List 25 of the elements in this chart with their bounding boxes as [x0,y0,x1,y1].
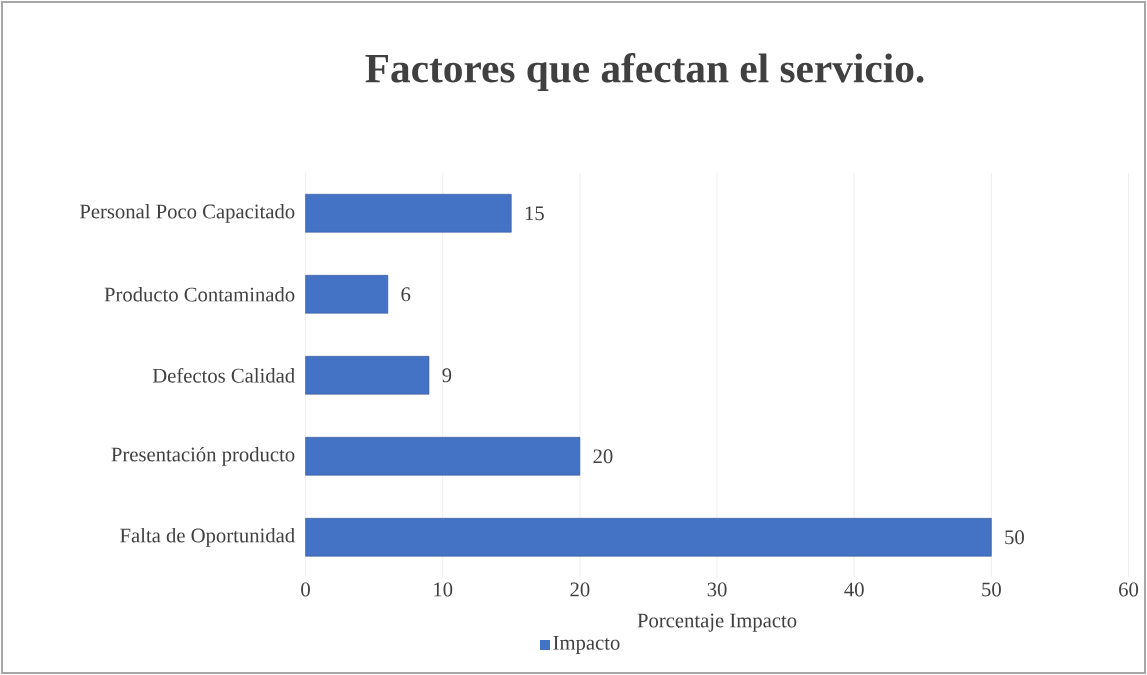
bar [305,518,992,557]
x-tick-label: 50 [982,582,1001,597]
data-label: 50 [1005,530,1024,545]
x-tick-label: 30 [707,582,727,597]
y-tick-label: Defectos Calidad [152,367,295,383]
bar [305,194,512,233]
x-tick-label: 20 [570,582,590,597]
x-tick-label: 10 [434,582,453,597]
x-tick-label: 40 [844,582,864,597]
data-label: 6 [401,287,411,302]
bar [305,437,581,476]
y-tick-label: Presentación producto [111,446,295,466]
y-tick-label: Personal Poco Capacitado [79,203,295,223]
chart-title: Factores que afectan el servicio. [365,53,924,91]
x-axis-title: Porcentaje Impacto [637,613,797,632]
y-tick-label: Producto Contaminado [104,287,295,302]
data-label: 9 [442,368,452,383]
bar [305,275,389,314]
data-label: 20 [593,449,613,464]
x-tick-label: 0 [301,582,310,597]
y-tick-label: Falta de Oportunidad [120,527,295,547]
data-label: 15 [525,206,544,221]
bar [305,356,430,395]
x-tick-label: 60 [1119,582,1139,597]
legend-label: Impacto [553,636,620,654]
